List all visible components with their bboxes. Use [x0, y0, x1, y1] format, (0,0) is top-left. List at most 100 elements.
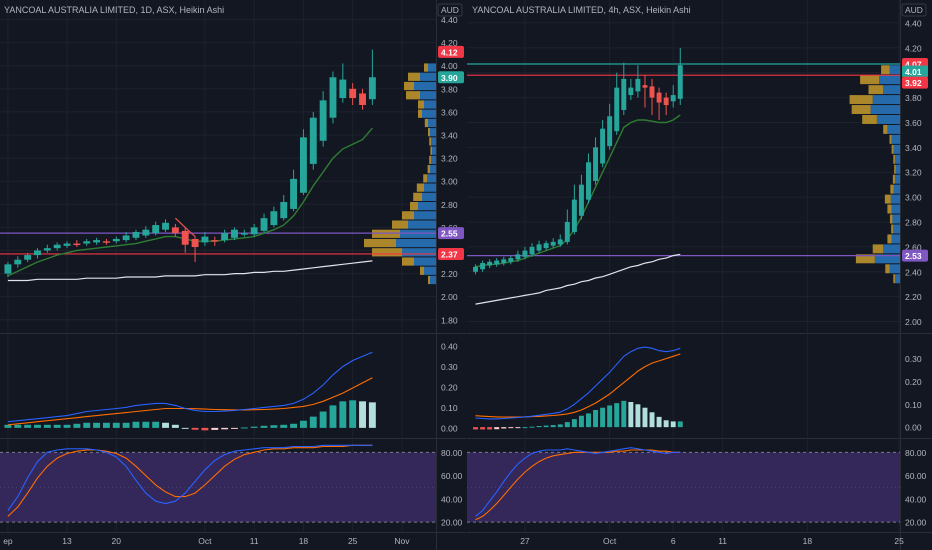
volume-profile-bar — [892, 174, 895, 184]
x-tick-label: 27 — [520, 536, 530, 546]
candle-body — [621, 78, 627, 111]
macd-histogram-bar — [480, 427, 486, 430]
macd-histogram-bar — [83, 422, 91, 428]
price-tick-label: 3.40 — [441, 131, 458, 141]
macd-histogram-bar — [24, 424, 32, 428]
price-label-box — [438, 71, 464, 84]
volume-profile-bar — [893, 274, 895, 284]
x-tick-label: 20 — [112, 536, 122, 546]
price-label-text: 4.01 — [905, 67, 922, 77]
candle-body — [191, 238, 199, 248]
candle-body — [642, 85, 648, 88]
volume-profile-bar — [894, 154, 900, 164]
volume-profile-bar — [424, 183, 436, 192]
volume-profile-bar — [427, 174, 436, 183]
candle-body — [152, 225, 160, 234]
x-tick-label: 11 — [718, 536, 727, 546]
macd-histogram-bar — [240, 427, 248, 429]
volume-profile-bar — [894, 174, 900, 184]
volume-profile-bar — [402, 211, 414, 220]
candle-body — [593, 147, 599, 181]
price-tick-label: 2.40 — [905, 267, 922, 277]
price-label-text: 3.92 — [905, 78, 922, 88]
candle-body — [171, 227, 179, 234]
chart-panel-1: 4.404.204.003.803.603.403.203.002.802.60… — [0, 0, 466, 550]
macd-histogram-bar — [309, 416, 317, 428]
macd-histogram-bar — [550, 425, 556, 428]
price-tick-label: 4.20 — [441, 38, 458, 48]
volume-profile-bar — [889, 134, 892, 144]
volume-profile-bar — [418, 100, 424, 109]
volume-profile-bar — [424, 266, 436, 275]
candle-body — [211, 240, 219, 242]
macd-tick-label: 0.20 — [905, 377, 922, 387]
x-tick-label: 13 — [62, 536, 72, 546]
x-tick-label: ep — [3, 536, 13, 546]
volume-profile-bar — [402, 248, 436, 257]
chart-title: YANCOAL AUSTRALIA LIMITED, 4h, ASX, Heik… — [472, 5, 691, 15]
volume-profile-bar — [402, 257, 414, 266]
volume-profile-bar — [430, 165, 436, 174]
volume-profile-bar — [424, 63, 428, 72]
volume-profile-bar — [422, 109, 436, 118]
volume-profile-bar — [883, 124, 888, 134]
volume-profile-bar — [894, 274, 900, 284]
volume-profile-bar — [408, 220, 436, 229]
macd-histogram-bar — [529, 426, 535, 428]
stochastic-tick-label: 20.00 — [905, 518, 927, 528]
candle-body — [614, 87, 620, 132]
volume-profile-bar — [876, 115, 900, 124]
slow-moving-average-line — [475, 253, 681, 305]
macd-histogram-bar — [221, 427, 229, 430]
volume-profile-bar — [413, 192, 422, 201]
macd-histogram-bar — [621, 400, 627, 428]
macd-histogram-bar — [152, 421, 160, 428]
macd-histogram-bar — [349, 400, 357, 428]
macd-histogram-bar — [649, 412, 655, 428]
macd-histogram-bar — [63, 424, 71, 428]
macd-histogram-bar — [211, 427, 219, 430]
volume-profile-bar — [428, 128, 430, 137]
volume-profile-bar — [893, 184, 900, 194]
candle-body — [508, 258, 514, 262]
macd-histogram-bar — [319, 411, 327, 428]
candle-body — [63, 243, 71, 246]
volume-profile-bar — [408, 72, 420, 81]
macd-signal-line — [475, 353, 681, 418]
price-tick-label: 2.00 — [441, 292, 458, 302]
macd-histogram-bar — [628, 402, 634, 428]
candle-body — [73, 243, 81, 246]
macd-tick-label: 0.30 — [905, 354, 922, 364]
candle-body — [53, 244, 61, 249]
stochastic-tick-label: 80.00 — [905, 448, 927, 458]
volume-profile-bar — [430, 275, 436, 285]
candle-body — [480, 263, 486, 270]
candle-body — [319, 100, 327, 141]
volume-profile-bar — [891, 224, 894, 234]
currency-label: AUD — [905, 5, 923, 15]
candle-body — [494, 260, 500, 265]
volume-profile-bar — [890, 184, 894, 194]
candle-body — [349, 88, 357, 99]
volume-profile-bar — [860, 75, 879, 85]
volume-profile-bar — [862, 115, 877, 124]
volume-profile-bar — [891, 234, 900, 244]
candle-body — [536, 244, 542, 251]
volume-profile-bar — [429, 137, 432, 146]
volume-profile-bar — [414, 257, 436, 266]
volume-profile-bar — [406, 91, 420, 100]
candle-body — [43, 248, 51, 251]
price-label-text: 2.37 — [441, 249, 458, 259]
volume-profile-bar — [427, 165, 430, 174]
candle-body — [201, 236, 209, 243]
macd-histogram-bar — [250, 426, 258, 428]
candle-body — [34, 250, 41, 256]
macd-histogram-bar — [270, 425, 278, 428]
candle-body — [571, 199, 577, 232]
volume-profile-bar — [430, 128, 436, 137]
price-tick-label: 2.60 — [905, 242, 922, 252]
macd-histogram-bar — [299, 420, 307, 428]
candle-body — [4, 264, 12, 274]
volume-profile-bar — [416, 183, 424, 192]
